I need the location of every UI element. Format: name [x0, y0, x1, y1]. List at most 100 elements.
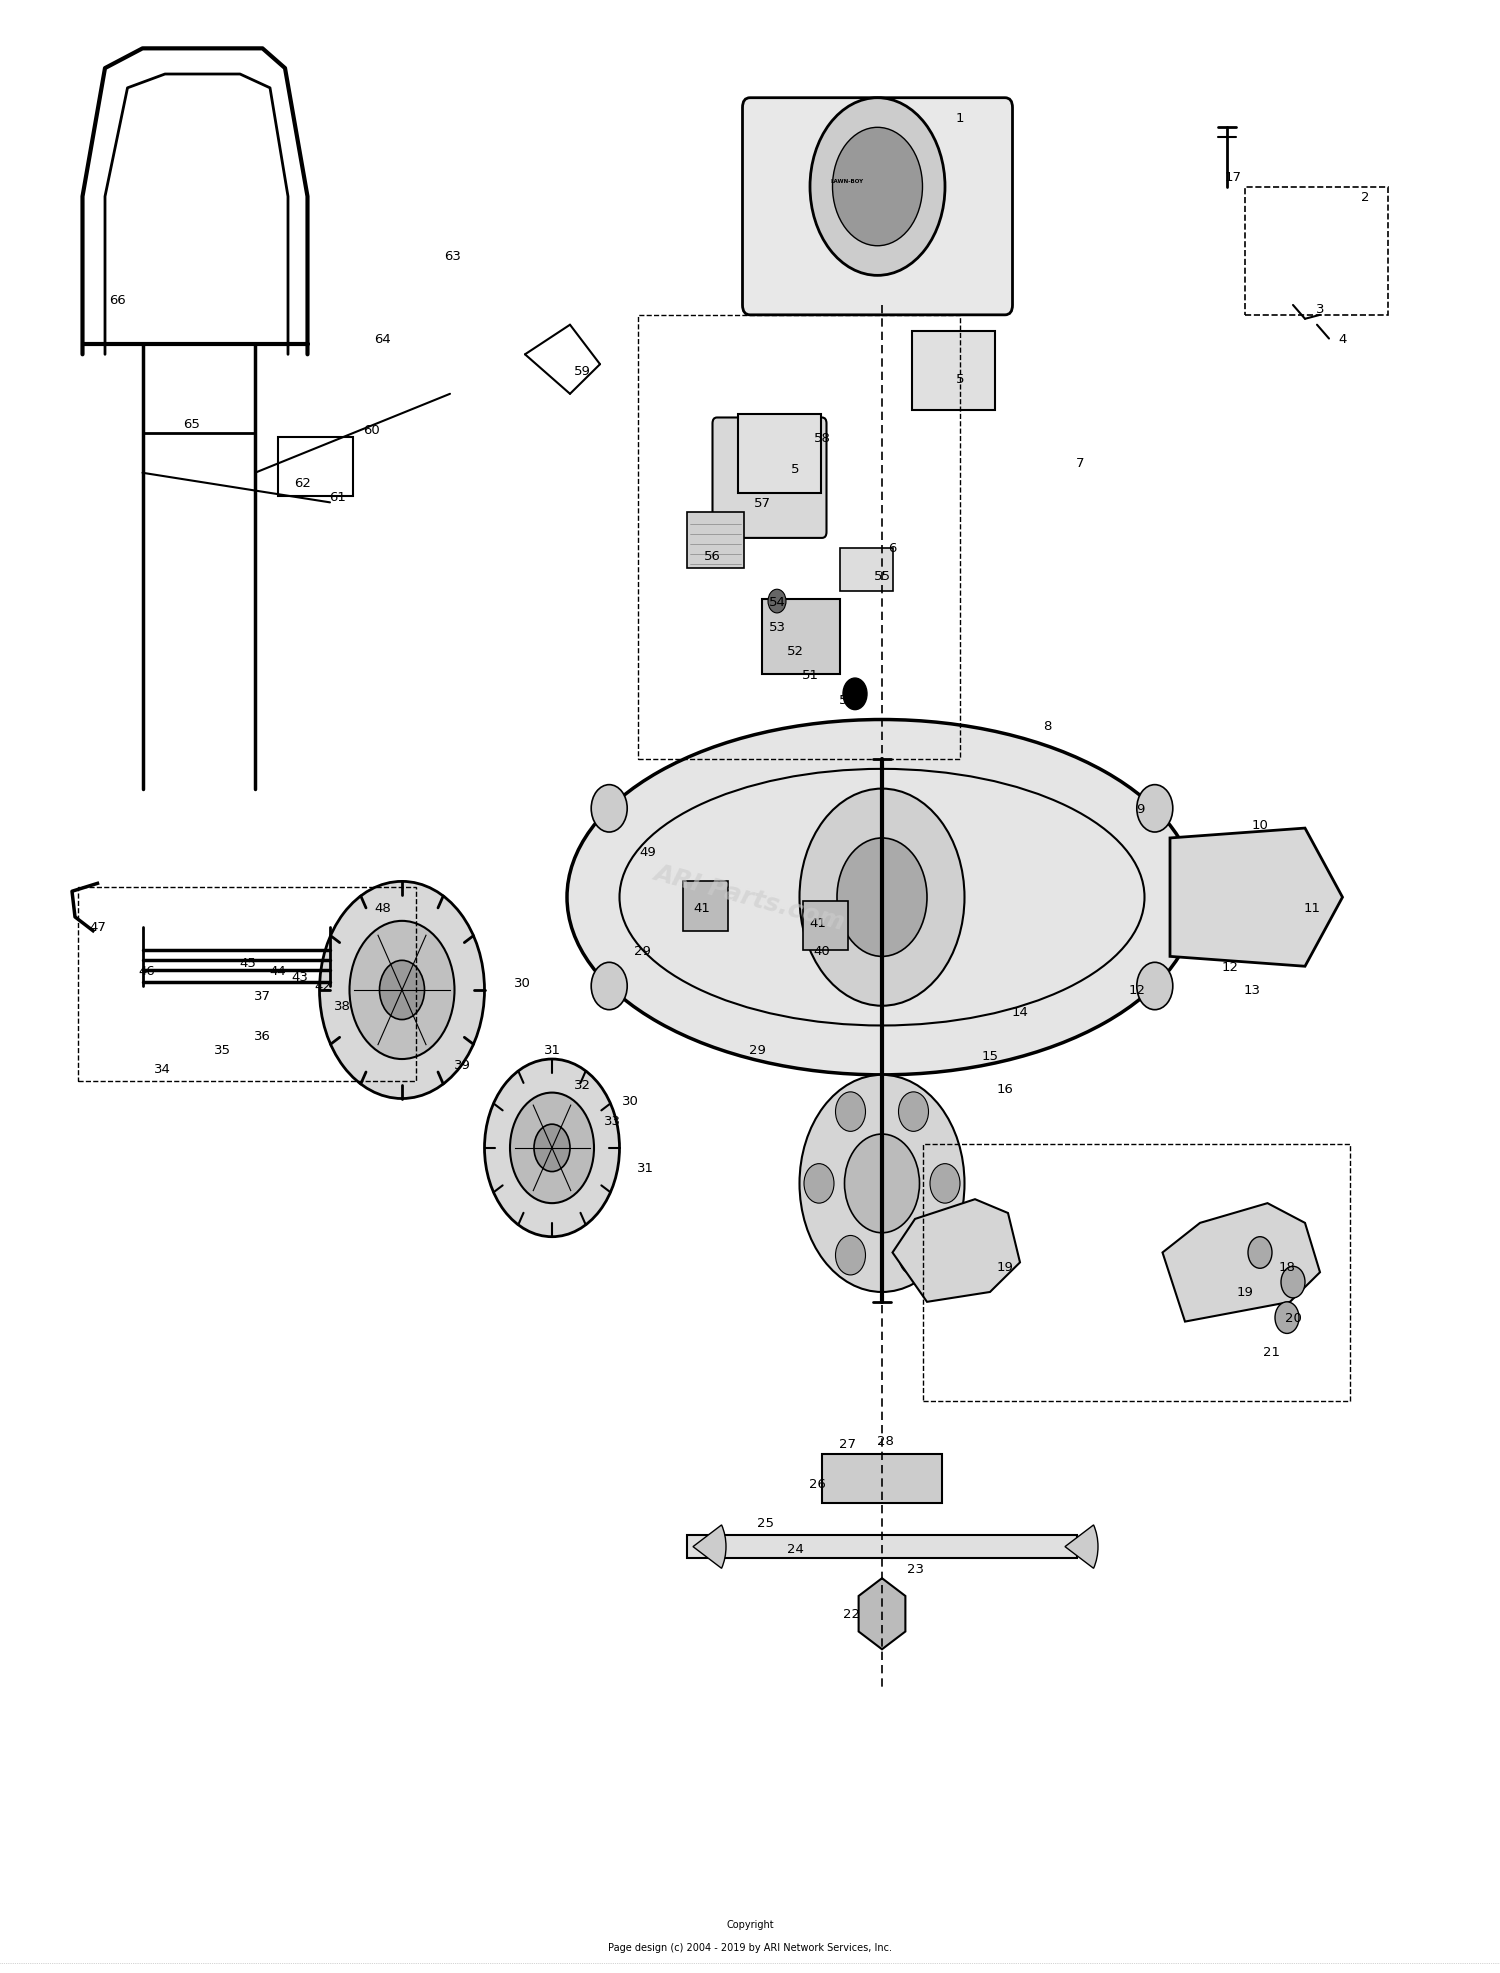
Text: 8: 8 [1042, 720, 1052, 732]
Text: 3: 3 [1316, 304, 1324, 316]
Text: 31: 31 [636, 1162, 654, 1174]
Circle shape [1275, 1302, 1299, 1334]
Text: 29: 29 [748, 1044, 766, 1056]
Circle shape [898, 1235, 928, 1275]
Circle shape [1248, 1237, 1272, 1269]
Text: 12: 12 [1128, 985, 1146, 996]
Text: 19: 19 [996, 1261, 1014, 1273]
Text: 48: 48 [374, 902, 392, 913]
Text: 13: 13 [1244, 985, 1262, 996]
Circle shape [1137, 785, 1173, 833]
Bar [1245, 187, 1388, 316]
Text: ARI Parts.com: ARI Parts.com [652, 860, 847, 935]
Text: 6: 6 [888, 543, 897, 554]
Circle shape [844, 1134, 920, 1233]
Circle shape [837, 839, 927, 957]
Ellipse shape [567, 720, 1197, 1075]
Circle shape [800, 1075, 964, 1292]
Text: 50: 50 [839, 694, 856, 706]
Wedge shape [1065, 1525, 1098, 1569]
Text: 49: 49 [639, 846, 657, 858]
Text: 35: 35 [213, 1044, 231, 1056]
Circle shape [800, 789, 964, 1006]
Text: 32: 32 [573, 1079, 591, 1091]
Circle shape [898, 1093, 928, 1133]
Circle shape [930, 1164, 960, 1204]
Text: 56: 56 [704, 550, 722, 562]
Text: 30: 30 [513, 977, 531, 988]
Circle shape [836, 1235, 866, 1275]
Circle shape [484, 1060, 620, 1237]
Bar [738, 414, 821, 493]
Text: 9: 9 [1136, 803, 1144, 815]
Text: 18: 18 [1278, 1261, 1296, 1273]
Text: 17: 17 [1224, 172, 1242, 183]
Text: 1: 1 [956, 112, 964, 124]
Text: 34: 34 [153, 1063, 171, 1075]
Text: 45: 45 [238, 957, 256, 969]
Text: 43: 43 [291, 971, 309, 983]
Text: 11: 11 [1304, 902, 1322, 913]
Bar [840, 548, 892, 592]
Text: 33: 33 [603, 1115, 621, 1127]
Text: 2: 2 [1360, 191, 1370, 203]
Bar [762, 600, 840, 675]
FancyBboxPatch shape [712, 418, 827, 539]
Text: 52: 52 [786, 645, 804, 657]
Bar [78, 888, 416, 1081]
Bar [682, 882, 728, 931]
Text: 66: 66 [108, 294, 126, 306]
Text: 57: 57 [753, 497, 771, 509]
Text: 61: 61 [328, 491, 346, 503]
Circle shape [350, 921, 454, 1060]
Text: 5: 5 [956, 373, 964, 385]
Circle shape [534, 1125, 570, 1172]
Text: 63: 63 [444, 251, 462, 262]
Text: 20: 20 [1284, 1312, 1302, 1324]
Text: 53: 53 [768, 621, 786, 633]
Text: 24: 24 [786, 1543, 804, 1555]
Circle shape [810, 99, 945, 276]
Text: Page design (c) 2004 - 2019 by ARI Network Services, Inc.: Page design (c) 2004 - 2019 by ARI Netwo… [608, 1941, 892, 1953]
Text: 22: 22 [843, 1608, 861, 1620]
Text: 26: 26 [808, 1478, 826, 1490]
Text: 30: 30 [621, 1095, 639, 1107]
Bar [687, 1535, 1077, 1559]
Polygon shape [1162, 1204, 1320, 1322]
Text: 55: 55 [873, 570, 891, 582]
Circle shape [591, 963, 627, 1010]
Text: 15: 15 [981, 1050, 999, 1061]
Text: 51: 51 [801, 669, 819, 681]
Text: LAWN-BOY: LAWN-BOY [831, 180, 864, 183]
Text: 65: 65 [183, 418, 201, 430]
Text: 12: 12 [1221, 961, 1239, 973]
Text: 5: 5 [790, 464, 800, 475]
Text: 19: 19 [1236, 1286, 1254, 1298]
Text: 38: 38 [333, 1000, 351, 1012]
FancyBboxPatch shape [742, 99, 1012, 316]
Text: 31: 31 [543, 1044, 561, 1056]
Bar [687, 513, 744, 568]
Circle shape [804, 1164, 834, 1204]
Text: 39: 39 [453, 1060, 471, 1071]
Text: 37: 37 [254, 990, 272, 1002]
Text: 16: 16 [996, 1083, 1014, 1095]
Text: 62: 62 [294, 477, 312, 489]
Text: 27: 27 [839, 1438, 856, 1450]
Bar [922, 1144, 1350, 1401]
Circle shape [1137, 963, 1173, 1010]
Bar [638, 316, 960, 760]
Text: 54: 54 [768, 596, 786, 608]
Text: 14: 14 [1011, 1006, 1029, 1018]
Text: 40: 40 [813, 945, 831, 957]
Bar [912, 331, 995, 410]
Text: 23: 23 [906, 1563, 924, 1574]
Text: 58: 58 [813, 432, 831, 444]
Circle shape [843, 679, 867, 710]
Text: 7: 7 [1076, 458, 1084, 470]
Circle shape [510, 1093, 594, 1204]
Text: 29: 29 [633, 945, 651, 957]
Text: 44: 44 [268, 965, 286, 977]
Text: 64: 64 [374, 333, 392, 345]
Text: 60: 60 [363, 424, 381, 436]
